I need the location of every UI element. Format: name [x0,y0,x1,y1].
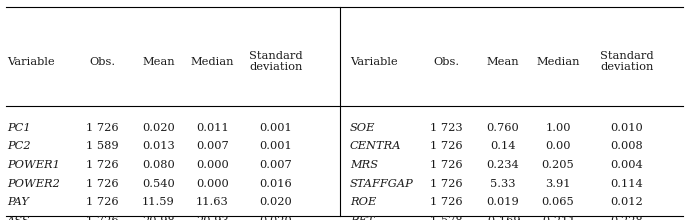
Text: 0.000: 0.000 [196,160,229,170]
Text: 0.080: 0.080 [142,160,175,170]
Text: 1.00: 1.00 [545,123,571,133]
Text: 20.98: 20.98 [142,216,175,220]
Text: Variable: Variable [350,57,398,67]
Text: SOE: SOE [350,123,376,133]
Text: RET: RET [350,216,375,220]
Text: 0.008: 0.008 [610,141,644,151]
Text: MRS: MRS [350,160,378,170]
Text: 0.012: 0.012 [610,197,644,207]
Text: 0.020: 0.020 [142,123,175,133]
Text: 0.14: 0.14 [490,141,516,151]
Text: 0.000: 0.000 [196,179,229,189]
Text: POWER2: POWER2 [7,179,60,189]
Text: 0.234: 0.234 [486,160,520,170]
Text: CENTRA: CENTRA [350,141,402,151]
Text: 1 726: 1 726 [430,179,463,189]
Text: 0.013: 0.013 [142,141,175,151]
Text: 0.065: 0.065 [542,197,575,207]
Text: 0.760: 0.760 [486,123,520,133]
Text: 5.33: 5.33 [490,179,516,189]
Text: Standard
deviation: Standard deviation [600,51,654,72]
Text: 0.011: 0.011 [196,123,229,133]
Text: 1 726: 1 726 [430,197,463,207]
Text: 0.020: 0.020 [259,216,292,220]
Text: 0.114: 0.114 [610,179,644,189]
Text: Mean: Mean [142,57,175,67]
Text: 3.91: 3.91 [545,179,571,189]
Text: Median: Median [536,57,580,67]
Text: 1 726: 1 726 [85,123,119,133]
Text: 0.016: 0.016 [259,179,292,189]
Text: 1 726: 1 726 [85,197,119,207]
Text: 0.007: 0.007 [259,160,292,170]
Text: 11.59: 11.59 [142,197,175,207]
Text: 20.93: 20.93 [196,216,229,220]
Text: 0.540: 0.540 [142,179,175,189]
Text: 0.020: 0.020 [259,197,292,207]
Text: PC2: PC2 [7,141,30,151]
Text: 1 726: 1 726 [430,160,463,170]
Text: Obs.: Obs. [433,57,460,67]
Text: ROE: ROE [350,197,376,207]
Text: 0.205: 0.205 [542,160,575,170]
Text: 1 726: 1 726 [85,216,119,220]
Text: 1 589: 1 589 [85,141,119,151]
Text: 0.007: 0.007 [196,141,229,151]
Text: Median: Median [190,57,234,67]
Text: 0.001: 0.001 [259,141,292,151]
Text: 0.00: 0.00 [545,141,571,151]
Text: 0.004: 0.004 [610,160,644,170]
Text: 1 726: 1 726 [85,179,119,189]
Text: 1 726: 1 726 [430,141,463,151]
Text: Standard
deviation: Standard deviation [249,51,302,72]
Text: 1 723: 1 723 [430,123,463,133]
Text: Obs.: Obs. [89,57,115,67]
Text: Variable: Variable [7,57,54,67]
Text: POWER1: POWER1 [7,160,60,170]
Text: STAFFGAP: STAFFGAP [350,179,414,189]
Text: 1 726: 1 726 [85,160,119,170]
Text: PC1: PC1 [7,123,30,133]
Text: -0.169: -0.169 [484,216,522,220]
Text: 0.010: 0.010 [610,123,644,133]
Text: 0.019: 0.019 [486,197,520,207]
Text: 0.001: 0.001 [259,123,292,133]
Text: Mean: Mean [486,57,520,67]
Text: 1 578: 1 578 [430,216,463,220]
Text: PAY: PAY [7,197,29,207]
Text: -0.211: -0.211 [539,216,577,220]
Text: 0.228: 0.228 [610,216,644,220]
Text: ASS: ASS [7,216,30,220]
Text: 11.63: 11.63 [196,197,229,207]
